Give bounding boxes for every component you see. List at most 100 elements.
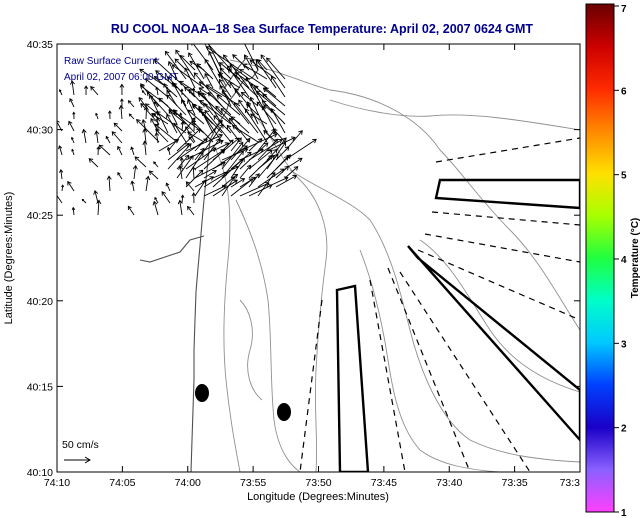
current-vector-head xyxy=(197,90,203,96)
current-vector-head xyxy=(226,124,232,130)
current-vector-head xyxy=(142,128,148,133)
current-vector xyxy=(130,146,135,156)
current-vector xyxy=(239,69,268,89)
current-vector-head xyxy=(166,94,171,100)
current-vector xyxy=(179,166,183,180)
current-vector-head xyxy=(292,174,298,180)
colorbar-tick-label: 6 xyxy=(621,86,627,97)
current-vector xyxy=(271,108,286,134)
current-vector xyxy=(144,128,147,144)
station-marker xyxy=(277,403,291,421)
colorbar-tick-label: 4 xyxy=(621,255,627,266)
current-vector xyxy=(167,143,190,161)
current-vector-head xyxy=(88,158,94,163)
x-tick-label: 73:40 xyxy=(436,477,462,489)
current-vector xyxy=(187,99,196,116)
current-vector-head xyxy=(180,99,186,104)
current-vector-head xyxy=(127,205,132,210)
current-vector xyxy=(246,104,259,116)
current-vector xyxy=(221,176,236,197)
study-box-south xyxy=(335,284,370,472)
current-vector xyxy=(145,106,147,120)
current-vector-head xyxy=(141,118,147,124)
current-vector-head xyxy=(184,67,189,73)
current-vector xyxy=(192,166,195,180)
current-vector-head xyxy=(277,139,283,144)
current-vector-head xyxy=(151,113,156,118)
current-vector-head xyxy=(215,105,220,111)
current-vector-head xyxy=(166,146,171,151)
current-vector-head xyxy=(168,109,174,115)
current-vector-head xyxy=(150,117,155,123)
current-vector-head xyxy=(189,60,195,66)
current-vector xyxy=(248,149,273,170)
current-vector-head xyxy=(138,97,144,102)
current-vector xyxy=(81,199,87,204)
scale-label: 50 cm/s xyxy=(62,439,99,451)
current-vector-head xyxy=(106,175,112,180)
current-vector-head xyxy=(58,89,62,92)
current-vector xyxy=(219,72,232,89)
current-vector xyxy=(203,170,217,179)
current-vector-head xyxy=(187,143,192,148)
current-vector-head xyxy=(234,137,240,143)
current-vector xyxy=(239,142,269,170)
current-vector xyxy=(260,54,286,89)
current-vector-head xyxy=(198,169,204,175)
colorbar-tick-label: 3 xyxy=(621,339,627,350)
current-vector-head xyxy=(202,92,207,98)
current-vector-head xyxy=(107,110,112,114)
current-vector xyxy=(69,98,75,108)
current-vector xyxy=(230,157,245,179)
current-vector-head xyxy=(154,196,158,200)
current-vector xyxy=(256,101,277,125)
current-vector-head xyxy=(250,113,255,118)
current-vector xyxy=(232,54,250,71)
survey-lines xyxy=(299,137,580,472)
survey-line xyxy=(417,249,580,321)
current-vector xyxy=(199,100,232,125)
current-vector-head xyxy=(179,80,184,86)
current-vector-head xyxy=(171,64,177,69)
current-vector-head xyxy=(298,130,303,135)
current-vector xyxy=(161,191,171,204)
current-vector xyxy=(180,55,196,71)
current-vector-head xyxy=(193,72,199,77)
current-vector-head xyxy=(152,200,158,206)
current-vector-head xyxy=(238,141,244,147)
current-vector-head xyxy=(154,131,160,137)
current-vector-head xyxy=(270,172,276,177)
current-vector-head xyxy=(132,164,138,170)
current-vector xyxy=(221,139,234,152)
current-vector xyxy=(248,173,260,188)
current-vector xyxy=(71,149,75,156)
current-vector xyxy=(266,149,278,161)
current-vector xyxy=(257,155,275,170)
current-vector-head xyxy=(189,155,194,160)
current-vector-head xyxy=(130,146,134,151)
current-vector-head xyxy=(155,117,161,122)
current-vector-head xyxy=(255,58,261,64)
current-vector xyxy=(257,59,268,71)
current-vector xyxy=(154,197,159,204)
current-vector xyxy=(58,145,63,156)
current-vector-head xyxy=(105,135,109,140)
current-vector-head xyxy=(163,83,168,88)
current-vector xyxy=(199,81,223,98)
current-vector xyxy=(71,137,75,144)
river-inlet xyxy=(139,235,205,263)
current-vector xyxy=(167,147,171,156)
current-vector xyxy=(185,126,196,143)
current-vector xyxy=(176,128,201,152)
current-vector-head xyxy=(180,194,185,198)
current-vector xyxy=(194,148,205,161)
current-vector-head xyxy=(71,148,75,152)
current-vector-head xyxy=(266,57,271,63)
current-vector-head xyxy=(184,142,190,148)
current-vector xyxy=(68,121,75,132)
current-vector xyxy=(90,86,99,96)
current-vector xyxy=(179,200,183,216)
current-vector xyxy=(105,136,111,144)
current-vector-head xyxy=(200,147,205,153)
current-vector xyxy=(215,105,241,134)
